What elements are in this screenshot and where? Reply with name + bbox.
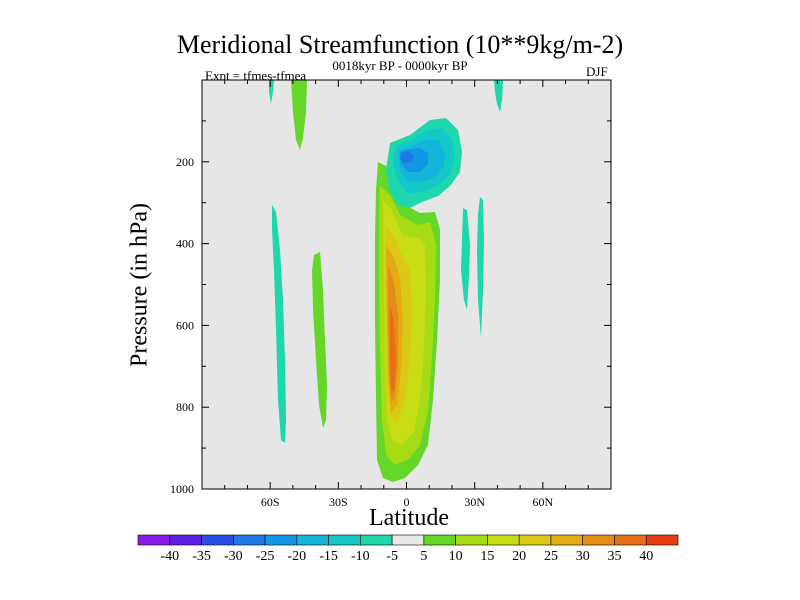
colorbar-label: -30 — [224, 549, 243, 564]
colorbar-swatch — [296, 534, 329, 546]
colorbar-swatch — [264, 534, 298, 546]
colorbar-swatch — [169, 534, 202, 546]
colorbar-label: -10 — [351, 549, 370, 564]
y-tick-label: 800 — [176, 400, 194, 414]
contour-north-upper-teal — [494, 80, 503, 112]
x-axis-label: Latitude — [369, 505, 449, 531]
experiment-label: Expt = tfmes-tfmea — [205, 68, 307, 83]
contour-fills — [269, 80, 503, 482]
colorbar-swatch — [614, 534, 647, 546]
axes: 60S 30S 0 30N 60N 200 400 600 800 1000 — [170, 79, 612, 509]
colorbar-label: 10 — [449, 549, 463, 564]
x-tick-label: 30N — [464, 495, 485, 509]
x-tick-label: 30S — [329, 495, 348, 509]
colorbar-label: -25 — [256, 549, 275, 564]
colorbar-swatch — [391, 534, 425, 546]
x-tick-label: 60S — [261, 495, 280, 509]
contour-nh-negative-band-2 — [477, 197, 484, 338]
colorbar-swatch — [423, 534, 456, 546]
colorbar-label: 25 — [544, 549, 558, 564]
colorbar-swatch — [232, 534, 266, 546]
colorbar-swatch — [201, 534, 234, 546]
contour-upper-negative-25 — [400, 151, 414, 163]
y-tick-label: 600 — [176, 318, 194, 332]
colorbar-label: 20 — [512, 549, 526, 564]
y-tick-label: 1000 — [170, 482, 194, 496]
colorbar-label: -5 — [386, 549, 398, 564]
colorbar-label: 35 — [607, 549, 621, 564]
colorbar-swatch — [455, 534, 488, 546]
colorbar-swatch — [645, 534, 679, 546]
colorbar-label: 15 — [480, 549, 494, 564]
colorbar-label: -35 — [192, 549, 211, 564]
colorbar-label: 40 — [639, 549, 653, 564]
colorbar-swatch — [328, 534, 361, 546]
colorbar-swatch — [518, 534, 552, 546]
colorbar-label: -40 — [160, 549, 179, 564]
y-tick-label: 400 — [176, 237, 194, 251]
colorbar-swatch — [137, 534, 171, 546]
y-tick-label: 200 — [176, 155, 194, 169]
colorbar-label: -15 — [319, 549, 338, 564]
colorbar-label: -20 — [287, 549, 306, 564]
colorbar-swatch — [360, 534, 393, 546]
chart-title: Meridional Streamfunction (10**9kg/m-2) — [176, 30, 624, 59]
contour-nh-negative-band-1 — [461, 208, 470, 310]
contour-sh-upper-green — [291, 80, 307, 150]
colorbar-swatch — [550, 534, 584, 546]
chart-subtitle: 0018kyr BP - 0000kyr BP — [332, 58, 468, 73]
x-tick-label: 60N — [532, 495, 553, 509]
contour-sh-positive-band — [312, 252, 327, 428]
colorbar-label: 30 — [576, 549, 590, 564]
x-tick-label: 0 — [404, 495, 410, 509]
contour-main-level-35 — [390, 305, 396, 392]
colorbar-label: 5 — [420, 549, 427, 564]
colorbar-swatch — [487, 534, 520, 546]
contour-sh-negative-band — [272, 205, 286, 443]
colorbar: -40 -35 -30 -25 -20 -15 -10 -5 5 10 15 20 25 30 35 40 — [137, 534, 679, 564]
season-label: DJF — [586, 64, 608, 79]
colorbar-swatch — [582, 534, 615, 546]
